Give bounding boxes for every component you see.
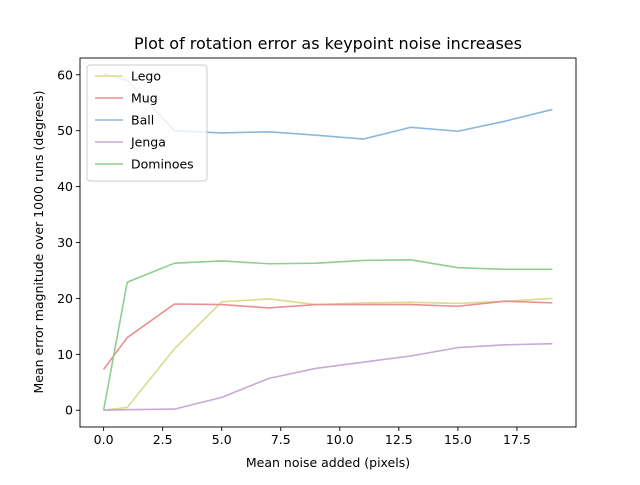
y-tick-label: 10 [57,347,73,362]
x-tick-label: 17.5 [503,432,531,447]
x-tick-label: 10.0 [326,432,354,447]
x-tick-label: 7.5 [271,432,291,447]
x-tick-label: 15.0 [444,432,472,447]
x-tick-label: 0.0 [94,432,114,447]
x-tick-label: 12.5 [385,432,413,447]
y-tick-label: 60 [57,67,73,82]
chart-title: Plot of rotation error as keypoint noise… [134,34,522,53]
legend-label-ball: Ball [131,113,154,128]
y-tick-label: 0 [65,403,73,418]
x-tick-label: 5.0 [212,432,232,447]
legend-label-jenga: Jenga [130,135,166,150]
y-tick-label: 30 [57,235,73,250]
legend: Lego Mug Ball Jenga Dominoes [86,64,208,182]
x-axis-label: Mean noise added (pixels) [246,455,410,470]
y-tick-label: 50 [57,123,73,138]
legend-box [86,64,208,182]
x-tick-label: 2.5 [153,432,173,447]
plot-area: 0.0 2.5 5.0 7.5 10.0 12.5 15.0 17.5 0 10 20 30 40 50 6… [57,57,577,447]
series-line-jenga [103,342,553,412]
series-line-mug [102,300,553,370]
series-line-dominoes [102,259,553,411]
legend-label-mug: Mug [131,91,158,106]
y-tick-label: 40 [57,179,73,194]
legend-label-lego: Lego [131,69,161,84]
y-axis-label: Mean error magnitude over 1000 runs (deg… [31,90,46,393]
y-tick-label: 20 [57,291,73,306]
series-line-lego [103,297,553,412]
legend-label-dominoes: Dominoes [131,157,194,172]
